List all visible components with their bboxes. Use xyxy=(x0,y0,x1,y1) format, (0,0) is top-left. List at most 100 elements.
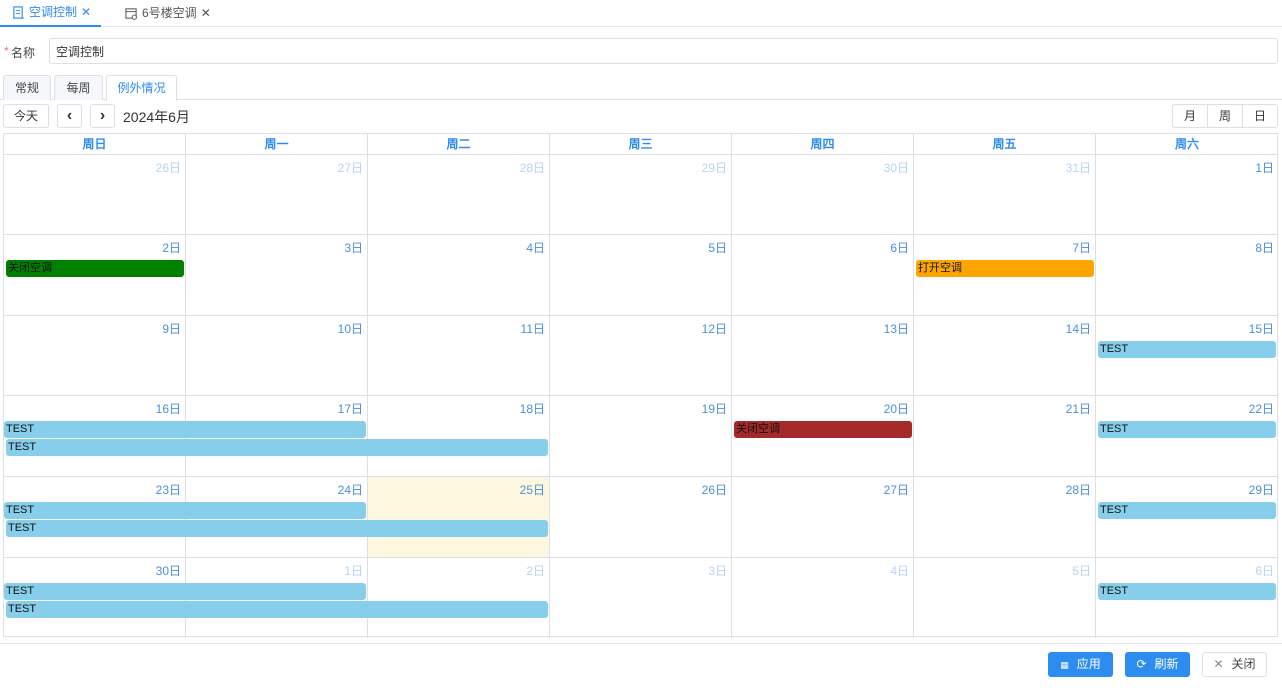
view-month-button[interactable]: 月 xyxy=(1172,104,1208,128)
day-cell[interactable]: 9日 xyxy=(4,316,186,396)
day-number: 30日 xyxy=(883,161,909,175)
day-cell[interactable]: 18日 xyxy=(368,396,550,477)
day-number: 4日 xyxy=(890,564,909,578)
calendar-event[interactable]: TEST xyxy=(4,583,366,600)
weekday-header: 周二 xyxy=(368,134,550,155)
day-cell[interactable]: 14日 xyxy=(914,316,1096,396)
day-number: 9日 xyxy=(162,322,181,336)
day-number: 28日 xyxy=(519,161,545,175)
day-cell[interactable]: 15日 xyxy=(1096,316,1278,396)
weekday-header: 周五 xyxy=(914,134,1096,155)
day-number: 4日 xyxy=(526,241,545,255)
day-cell[interactable]: 28日 xyxy=(914,477,1096,558)
calendar-event[interactable]: 关闭空调 xyxy=(734,421,912,438)
day-cell[interactable]: 26日 xyxy=(550,477,732,558)
name-input[interactable] xyxy=(49,38,1278,64)
close-icon[interactable]: ✕ xyxy=(81,5,92,19)
page-tab-building6[interactable]: 6号楼空调 ✕ xyxy=(125,0,211,27)
calendar-title: 2024年6月 xyxy=(123,109,190,125)
weekday-header: 周一 xyxy=(186,134,368,155)
day-number: 6日 xyxy=(890,241,909,255)
day-cell[interactable]: 13日 xyxy=(732,316,914,396)
day-cell[interactable]: 2日 xyxy=(368,558,550,638)
calendar-event[interactable]: TEST xyxy=(6,439,548,456)
calendar-event[interactable]: 打开空调 xyxy=(916,260,1094,277)
day-cell[interactable]: 19日 xyxy=(550,396,732,477)
close-icon[interactable]: ✕ xyxy=(200,6,211,20)
day-cell[interactable]: 17日 xyxy=(186,396,368,477)
day-cell[interactable]: 20日 xyxy=(732,396,914,477)
day-number: 1日 xyxy=(1255,161,1274,175)
calendar-settings-icon xyxy=(125,8,137,20)
calendar-event[interactable]: TEST xyxy=(6,520,548,537)
sub-tab-bar: 常规 每周 例外情况 xyxy=(0,75,1282,101)
day-cell[interactable]: 24日 xyxy=(186,477,368,558)
day-cell[interactable]: 6日 xyxy=(1096,558,1278,638)
day-cell[interactable]: 21日 xyxy=(914,396,1096,477)
day-cell[interactable]: 25日 xyxy=(368,477,550,558)
day-cell[interactable]: 8日 xyxy=(1096,235,1278,316)
day-cell[interactable]: 3日 xyxy=(186,235,368,316)
day-number: 11日 xyxy=(520,322,545,336)
day-cell[interactable]: 3日 xyxy=(550,558,732,638)
day-cell[interactable]: 30日 xyxy=(732,155,914,235)
day-cell[interactable]: 27日 xyxy=(186,155,368,235)
day-cell[interactable]: 5日 xyxy=(550,235,732,316)
refresh-icon: ⟳ xyxy=(1136,657,1147,671)
calendar-event[interactable]: TEST xyxy=(1098,341,1276,358)
day-number: 21日 xyxy=(1065,402,1091,416)
tab-general[interactable]: 常规 xyxy=(3,75,51,100)
page-tab-ac-control[interactable]: 空调控制 ✕ xyxy=(0,0,101,27)
day-cell[interactable]: 28日 xyxy=(368,155,550,235)
day-cell[interactable]: 29日 xyxy=(550,155,732,235)
today-button[interactable]: 今天 xyxy=(3,104,49,128)
tab-weekly[interactable]: 每周 xyxy=(54,75,103,100)
day-cell[interactable]: 6日 xyxy=(732,235,914,316)
day-cell[interactable]: 7日 xyxy=(914,235,1096,316)
day-cell[interactable]: 11日 xyxy=(368,316,550,396)
day-cell[interactable]: 2日 xyxy=(4,235,186,316)
calendar-event[interactable]: TEST xyxy=(1098,421,1276,438)
day-cell[interactable]: 1日 xyxy=(186,558,368,638)
view-week-button[interactable]: 周 xyxy=(1207,104,1243,128)
view-day-button[interactable]: 日 xyxy=(1242,104,1278,128)
calendar-event[interactable]: 关闭空调 xyxy=(6,260,184,277)
day-cell[interactable]: 12日 xyxy=(550,316,732,396)
day-number: 10日 xyxy=(337,322,363,336)
day-cell[interactable]: 27日 xyxy=(732,477,914,558)
day-cell[interactable]: 5日 xyxy=(914,558,1096,638)
refresh-button[interactable]: ⟳ 刷新 xyxy=(1125,652,1190,677)
day-number: 3日 xyxy=(344,241,363,255)
day-cell[interactable]: 31日 xyxy=(914,155,1096,235)
apply-label: 应用 xyxy=(1076,657,1101,671)
day-cell[interactable]: 26日 xyxy=(4,155,186,235)
day-cell[interactable]: 4日 xyxy=(732,558,914,638)
calendar-event[interactable]: TEST xyxy=(4,421,366,438)
prev-button[interactable]: ‹ xyxy=(57,104,82,128)
tab-exceptions[interactable]: 例外情况 xyxy=(106,75,177,101)
day-number: 26日 xyxy=(155,161,181,175)
day-number: 29日 xyxy=(1248,483,1274,497)
day-cell[interactable]: 10日 xyxy=(186,316,368,396)
day-cell[interactable]: 29日 xyxy=(1096,477,1278,558)
day-cell[interactable]: 22日 xyxy=(1096,396,1278,477)
day-number: 14日 xyxy=(1065,322,1091,336)
day-cell[interactable]: 4日 xyxy=(368,235,550,316)
calendar-event[interactable]: TEST xyxy=(6,601,548,618)
day-number: 16日 xyxy=(155,402,181,416)
next-button[interactable]: › xyxy=(90,104,115,128)
day-number: 19日 xyxy=(701,402,727,416)
calendar-event[interactable]: TEST xyxy=(1098,502,1276,519)
day-cell[interactable]: 1日 xyxy=(1096,155,1278,235)
day-number: 25日 xyxy=(519,483,545,497)
day-number: 18日 xyxy=(519,402,545,416)
apply-button[interactable]: ▦ 应用 xyxy=(1048,652,1113,677)
calendar-event[interactable]: TEST xyxy=(4,502,366,519)
page-tab-bar: 空调控制 ✕ 6号楼空调 ✕ xyxy=(0,0,1282,27)
day-number: 22日 xyxy=(1248,402,1274,416)
day-number: 5日 xyxy=(1072,564,1091,578)
weekday-header: 周三 xyxy=(550,134,732,155)
calendar-event[interactable]: TEST xyxy=(1098,583,1276,600)
day-number: 23日 xyxy=(155,483,181,497)
close-button[interactable]: ✕ 关闭 xyxy=(1202,652,1267,677)
